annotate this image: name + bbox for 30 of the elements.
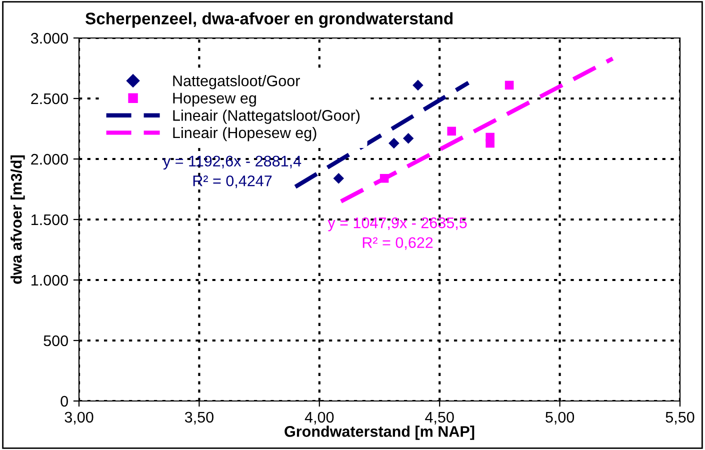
- y-tick-label: 1.000: [32, 274, 68, 286]
- y-tick-label: 1.500: [32, 214, 68, 226]
- y-tick-label: 3.000: [30, 32, 68, 44]
- legend-label: Hopesew eg: [173, 92, 256, 107]
- y-tick-label: 0: [60, 396, 68, 407]
- legend-label: Nattegatsloot/Goor: [173, 75, 300, 90]
- annotation: y = 1192,6x - 2881,4 R² = 0,4247: [163, 156, 302, 188]
- y-tick-label: 500: [44, 335, 68, 346]
- point: [388, 138, 400, 149]
- y-tick-label: 2.000: [31, 154, 68, 165]
- point: [380, 174, 389, 183]
- annotation: y = 1047,9x - 2635,5 R² = 0,622: [328, 217, 467, 250]
- y-axis-title: dwa afvoer [m3/d]: [10, 155, 25, 284]
- x-axis-title: Grondwaterstand [m NAP]: [284, 426, 474, 440]
- point: [447, 126, 456, 136]
- x-tick-label: 4,00: [304, 412, 334, 424]
- x-tick-label: 5,50: [666, 412, 694, 424]
- point: [486, 138, 494, 148]
- chart-title: Scherpenzeel, dwa-afvoer en grondwaterstand: [85, 12, 453, 28]
- point: [412, 80, 424, 91]
- point: [333, 172, 344, 184]
- x-tick-label: 3,50: [184, 412, 214, 424]
- x-tick-label: 3,00: [64, 412, 94, 424]
- point: [402, 133, 414, 144]
- x-tick-label: 4,50: [425, 412, 454, 424]
- legend-label: Lineair (Hopesew eg): [173, 126, 316, 142]
- y-tick-label: 2.500: [31, 93, 68, 104]
- legend-label: Lineair (Nattegatsloot/Goor): [173, 110, 360, 124]
- x-tick-label: 5,00: [546, 412, 574, 424]
- point: [504, 80, 514, 90]
